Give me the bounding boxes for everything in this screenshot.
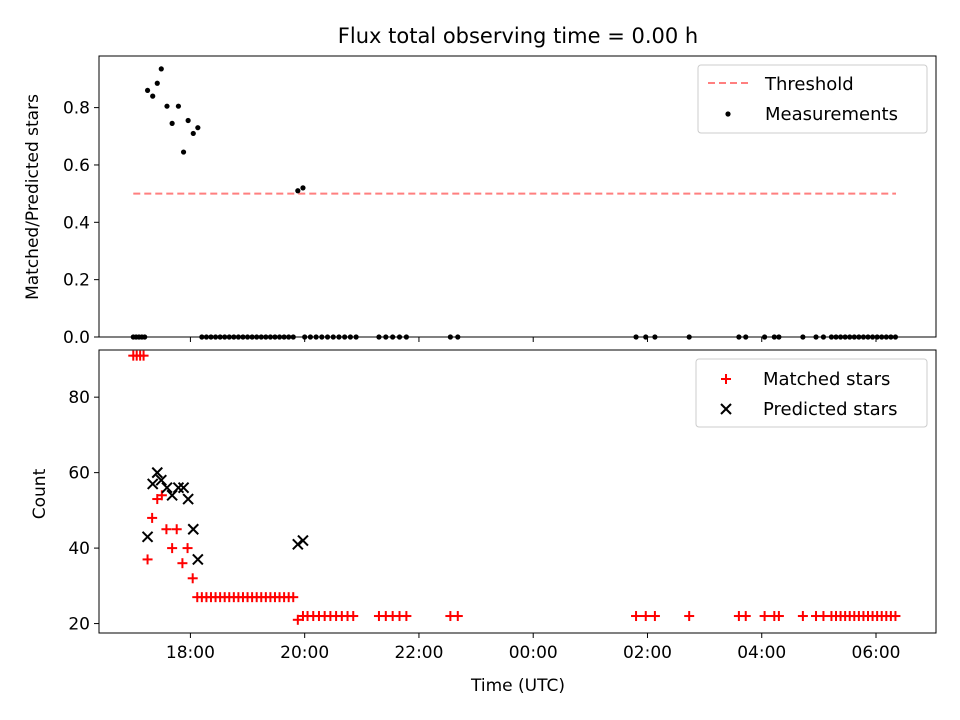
chart-title: Flux total observing time = 0.00 h [338,24,698,48]
legend-predicted-label: Predicted stars [763,399,897,420]
top-y-tick-label: 0.4 [63,213,90,233]
legend-matched-label: Matched stars [763,369,890,390]
bottom-y-tick-label: 20 [68,615,90,635]
top-y-tick-label: 0.0 [63,328,90,348]
x-tick-label: 18:00 [166,643,215,663]
measurement-point [175,103,182,109]
measurement-point [190,130,196,137]
predicted-star-point [155,474,167,486]
top-y-tick-label: 0.6 [63,156,90,176]
predicted-star-point [151,466,163,479]
legend-measurements-label: Measurements [765,104,898,125]
matched-star-point [759,611,770,622]
predicted-star-point [297,534,309,547]
measurement-point [158,66,164,72]
x-tick-label: 00:00 [509,643,558,663]
top-y-axis-label: Matched/Predicted stars [23,94,43,300]
matched-star-point [348,611,359,622]
x-axis-label: Time (UTC) [470,676,565,696]
legend-predicted-swatch [720,403,732,415]
predicted-star-point [192,553,204,566]
matched-star-point [161,524,172,535]
bottom-y-tick-label: 60 [68,464,90,484]
predicted-star-point [182,493,194,505]
legend-threshold-label: Threshold [764,74,854,95]
measurement-point [150,93,156,99]
legend-predicted-marker [720,403,732,415]
matched-star-point [147,512,158,523]
matched-star-point [452,611,463,622]
legend-matched-marker [721,374,731,384]
measurement-point [169,120,175,126]
measurement-point [180,149,187,155]
bottom-panel: 20 40 60 80 18:00 20:00 22:00 00:00 02:00 04:00 0… [30,349,937,696]
x-tick-label: 22:00 [394,643,443,663]
x-tick-label: 04:00 [737,643,786,663]
bottom-x-ticks: 18:00 20:00 22:00 00:00 02:00 04:00 06:00 [166,633,901,663]
measurement-point [300,185,306,191]
matched-star-point [177,558,188,569]
top-x-ticks [189,337,877,342]
measurement-point [164,103,170,109]
top-y-ticks: 0.0 0.2 0.4 0.6 0.8 [63,99,99,348]
matched-star-point [171,524,182,535]
bottom-legend-box [695,358,928,428]
top-y-tick-label: 0.2 [63,271,90,291]
top-axes-frame [98,55,937,338]
top-panel: 0.00.20.40.60.8 Matched/Predicted stars … [23,55,937,348]
bottom-y-tick-label: 80 [68,388,90,408]
matched-star-point [773,611,784,622]
top-legend-box [697,64,928,134]
x-tick-label: 20:00 [280,643,329,663]
matched-star-point [187,573,198,584]
predicted-star-point [141,531,154,543]
predicted-star-point [172,482,185,494]
bottom-axes-frame [98,349,937,634]
top-y-tick-label: 0.8 [63,99,90,119]
matched-star-point [890,611,901,622]
top-legend: Threshold Measurements [697,64,928,134]
matched-star-point [138,350,149,361]
matched-star-point [740,611,751,622]
matched-star-point [182,543,193,554]
matched-star-point [631,611,642,622]
bottom-y-axis-label: Count [30,468,50,519]
bottom-legend: Matched stars Predicted stars [695,358,928,428]
bottom-y-tick-label: 40 [68,539,90,559]
bottom-y-ticks: 20 40 60 80 [68,388,99,635]
x-tick-label: 06:00 [852,643,901,663]
legend-measurements-swatch [725,111,731,117]
matched-star-point [288,592,299,603]
measurement-point [144,87,151,94]
matched-star-point [292,614,303,625]
matched-star-point [401,611,412,622]
matched-star-point [649,611,660,622]
matched-star-point [167,543,178,554]
matched-star-point [797,611,808,622]
top-data-layer [130,66,899,340]
legend-matched-swatch [721,374,731,384]
measurement-point [295,188,301,194]
predicted-star-point [187,523,199,535]
predicted-star-point [161,482,173,494]
bottom-data-layer [128,350,901,625]
matched-star-point [684,611,695,622]
x-tick-label: 02:00 [623,643,672,663]
predicted-star-point [146,478,159,490]
matched-star-point [142,554,153,565]
measurement-point [185,117,191,124]
measurement-point [154,80,160,86]
measurement-point [195,125,201,131]
matched-star-point [640,611,651,622]
predicted-star-point [177,482,190,494]
